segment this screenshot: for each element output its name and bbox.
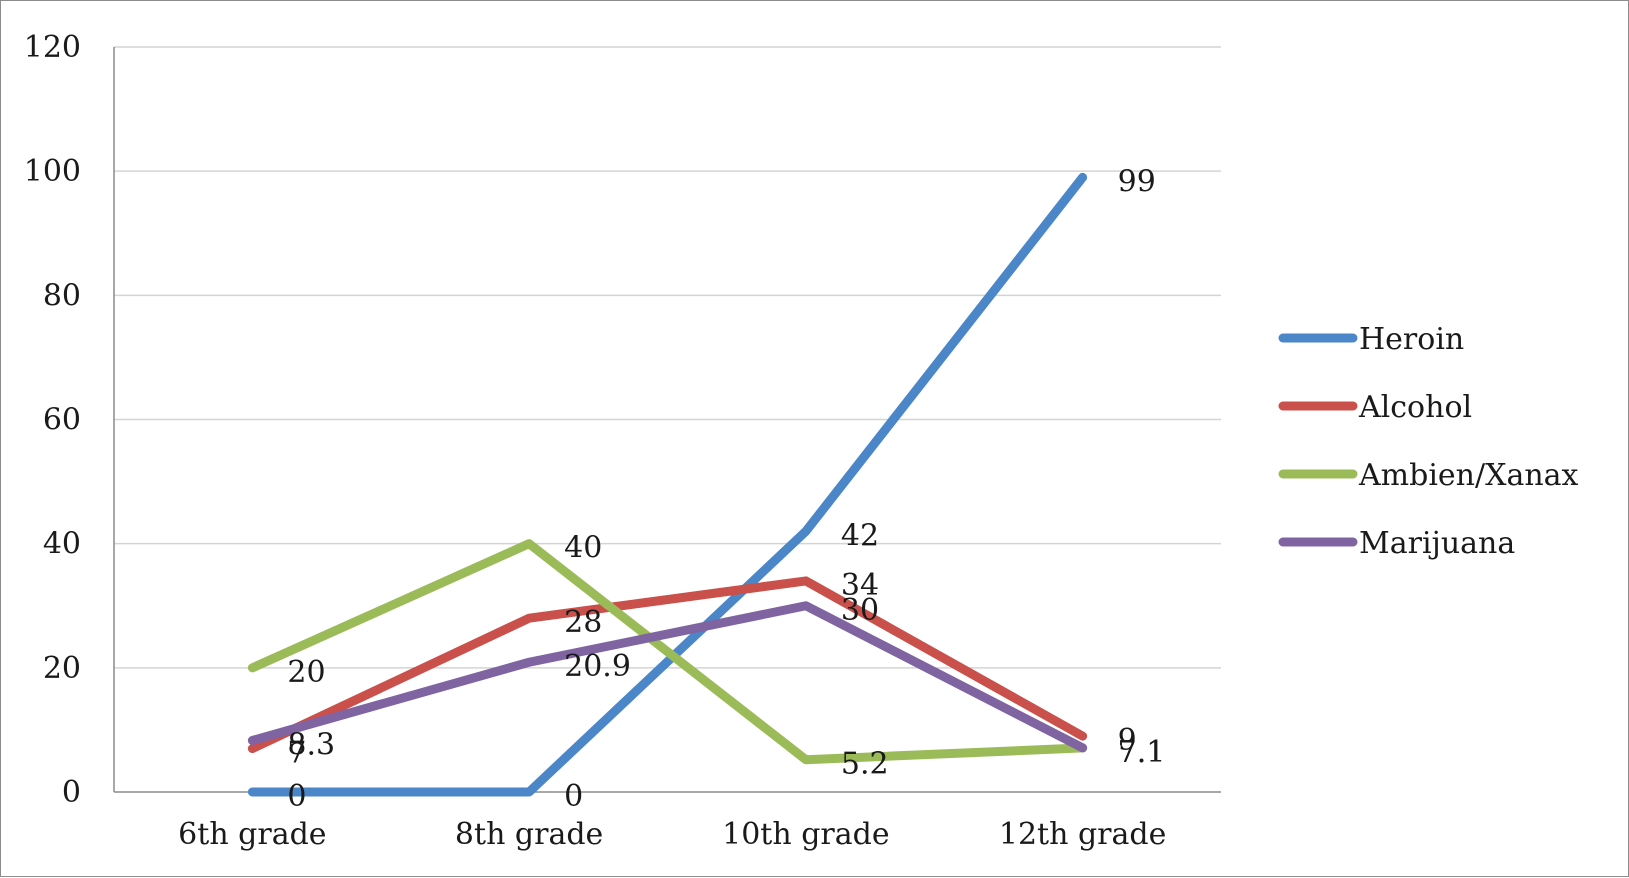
x-tick-labels: 6th grade 8th grade 10th grade 12th grade	[178, 817, 1166, 852]
y-tick-label: 60	[43, 403, 81, 438]
y-tick-label: 80	[43, 278, 81, 313]
legend-label: Marijuana	[1359, 526, 1515, 561]
legend: Heroin Alcohol Ambien/Xanax Marijuana	[1278, 322, 1579, 561]
data-label: 34	[841, 568, 879, 603]
data-label: 28	[564, 605, 602, 640]
data-label: 5.2	[841, 747, 889, 782]
x-tick-label: 8th grade	[455, 817, 603, 852]
x-tick-label: 10th grade	[722, 817, 889, 852]
y-tick-label: 0	[62, 775, 81, 810]
x-tick-label: 6th grade	[178, 817, 326, 852]
data-label: 42	[841, 518, 879, 553]
series-line-alcohol	[247, 576, 1088, 754]
series-line-marijuana	[247, 601, 1088, 753]
data-label: 7	[287, 736, 306, 771]
data-label: 20.9	[564, 649, 631, 684]
data-label: 7.1	[1118, 735, 1166, 770]
data-label: 0	[287, 779, 306, 814]
legend-label: Heroin	[1359, 322, 1464, 357]
data-label: 9	[1118, 723, 1137, 758]
series-line-ambien-xanax	[247, 539, 1088, 765]
data-label: 7.1	[1118, 735, 1166, 770]
legend-label: Ambien/Xanax	[1358, 458, 1579, 493]
legend-label: Alcohol	[1358, 390, 1472, 425]
data-label: 0	[564, 779, 583, 814]
data-label: 8.3	[287, 727, 335, 762]
series-line-heroin	[247, 172, 1088, 797]
data-label: 20	[287, 655, 325, 690]
y-tick-label: 20	[43, 651, 81, 686]
gridlines	[114, 46, 1221, 669]
y-tick-label: 40	[43, 527, 81, 562]
y-tick-label: 120	[24, 30, 81, 65]
data-label: 40	[564, 531, 602, 566]
data-label: 99	[1118, 164, 1156, 199]
y-tick-label: 100	[24, 154, 81, 189]
data-label: 30	[841, 593, 879, 628]
x-tick-label: 12th grade	[999, 817, 1166, 852]
series-lines	[247, 172, 1088, 797]
y-tick-labels: 0 20 40 60 80 100 120	[24, 30, 81, 810]
